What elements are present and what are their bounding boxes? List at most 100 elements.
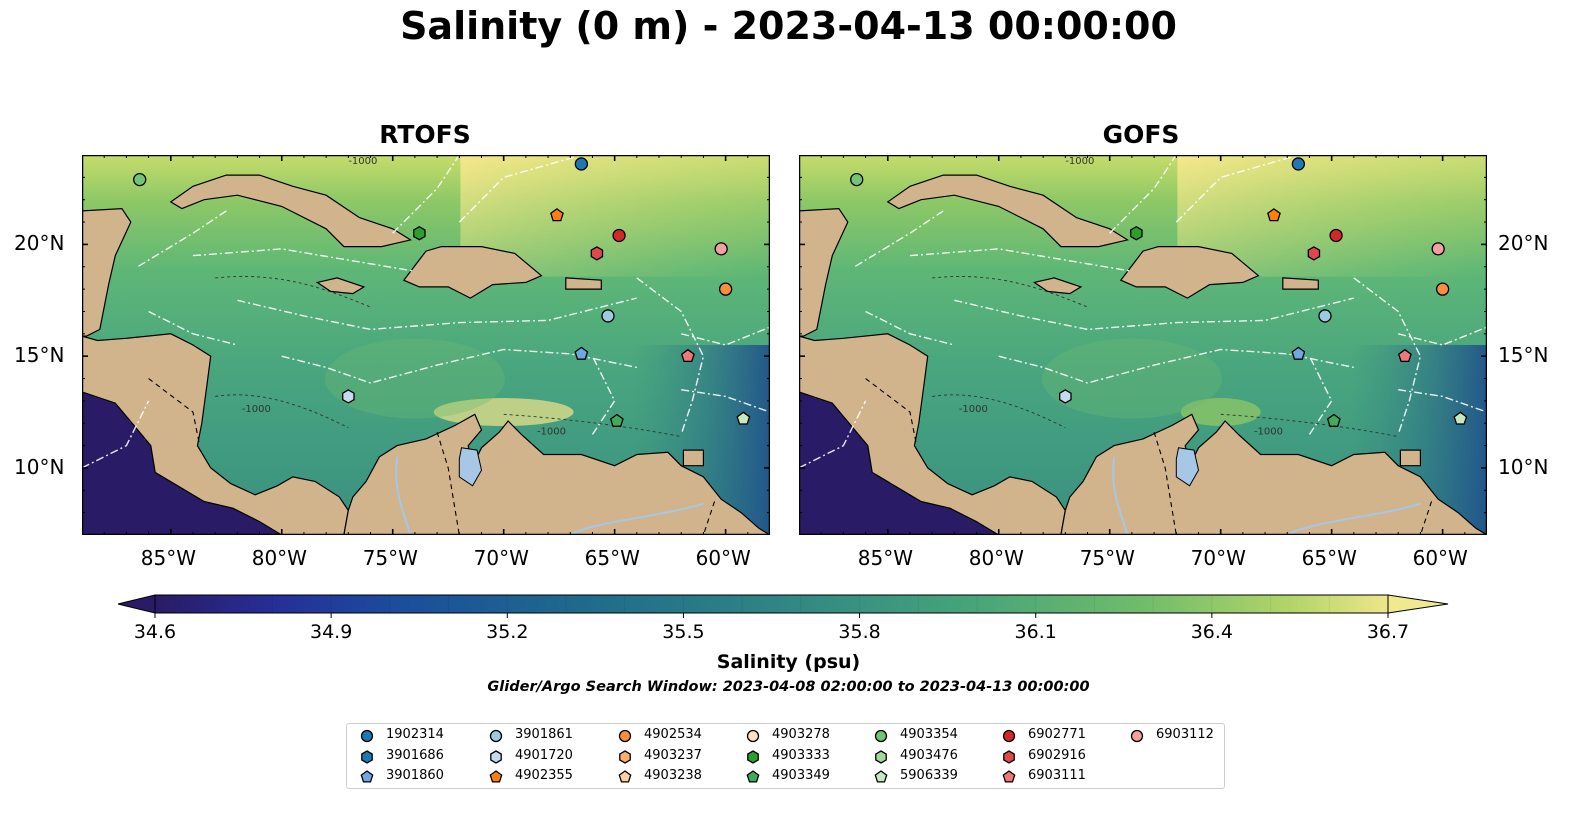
legend-marker	[618, 770, 632, 783]
contour-label: -1000	[959, 404, 988, 415]
lake-maracaibo	[458, 447, 483, 487]
float-marker-4903354	[850, 172, 864, 187]
country-borders	[148, 378, 716, 535]
land-hispaniola	[402, 245, 543, 299]
colorbar-body	[154, 594, 1389, 614]
float-marker-3901860	[574, 346, 589, 360]
contour-label: -1000	[537, 426, 566, 437]
land-trinidad	[682, 449, 705, 467]
eez-boundary-9	[148, 310, 238, 346]
colorbar-label: Salinity (psu)	[716, 651, 861, 673]
eez-boundary-0	[192, 248, 416, 272]
lat-tick-label: 20°N	[14, 231, 65, 256]
lon-tick-label: 85°W	[140, 546, 196, 570]
float-marker-3901861	[1318, 309, 1332, 323]
float-marker-5906339	[1453, 411, 1468, 425]
float-marker-4902534	[1435, 282, 1450, 296]
map-frame	[799, 155, 1487, 535]
lon-tick-label: 60°W	[1412, 546, 1468, 570]
legend-label: 4903476	[900, 748, 958, 763]
bathymetry-contour	[215, 276, 682, 438]
colorbar-tick-label: 35.2	[486, 621, 529, 643]
legend-marker	[746, 729, 760, 743]
legend-marker	[1003, 750, 1015, 764]
legend-marker-circle	[618, 729, 632, 743]
legend-marker-pentagon	[1002, 770, 1016, 783]
legend-label: 4901720	[515, 748, 573, 763]
river-magdalena	[1112, 456, 1129, 535]
legend-marker	[489, 770, 503, 783]
land-jamaica	[315, 277, 366, 295]
float-marker-4902355	[550, 208, 564, 222]
legend-marker	[1002, 729, 1016, 743]
float-marker-6902771	[1329, 228, 1343, 243]
eez-boundary-6	[681, 389, 770, 413]
central-caribbean-band	[1041, 338, 1222, 419]
legend-label: 4902355	[515, 768, 573, 783]
legend-marker-pentagon	[618, 770, 632, 783]
legend-label: 3901860	[386, 768, 444, 783]
land-centralam	[799, 333, 1066, 535]
legend-label: 6902916	[1028, 748, 1086, 763]
legend-label: 4903237	[644, 748, 702, 763]
lon-tick-label: 65°W	[1301, 546, 1357, 570]
eez-boundary-7	[1109, 155, 1177, 234]
legend-marker	[360, 770, 374, 783]
legend-marker	[747, 750, 759, 764]
float-marker-3901861	[601, 309, 615, 323]
figure-title: Salinity (0 m) - 2023-04-13 00:00:00	[400, 4, 1177, 48]
eez-boundary-3	[1175, 155, 1299, 223]
pacific-ocean	[82, 391, 282, 535]
river-orinoco	[1286, 502, 1421, 535]
legend-marker-hexagon	[490, 750, 502, 764]
land-cuba	[886, 174, 1130, 248]
eez-boundary-7	[392, 155, 460, 234]
colorbar-tick-label: 34.6	[133, 621, 177, 643]
land-jamaica	[1032, 277, 1083, 295]
legend-label: 4903354	[900, 727, 958, 742]
float-marker-6903112	[714, 242, 728, 256]
river-magdalena	[395, 456, 412, 535]
colorbar-extend-min	[117, 594, 156, 614]
country-borders	[865, 378, 1433, 535]
legend-label: 6902771	[1028, 727, 1086, 742]
legend-marker	[1002, 770, 1016, 783]
legend-marker	[874, 770, 888, 783]
float-marker-4901720	[342, 389, 355, 404]
legend-marker	[361, 750, 373, 764]
land-puertorico	[565, 277, 602, 290]
central-caribbean-band	[324, 338, 505, 419]
float-marker-6903111	[680, 348, 695, 363]
legend-marker	[874, 729, 888, 743]
colorbar-tick-label: 36.1	[1014, 621, 1057, 643]
legend-marker-circle	[1002, 729, 1016, 743]
float-marker-5906339	[736, 411, 751, 425]
lon-tick-label: 70°W	[473, 546, 529, 570]
lon-tick-label: 60°W	[695, 546, 751, 570]
float-marker-6903111	[1397, 348, 1412, 363]
lon-tick-label: 75°W	[1079, 546, 1135, 570]
colorbar	[117, 594, 1449, 618]
float-marker-6902916	[590, 246, 604, 261]
float-marker-4903354	[133, 172, 147, 187]
legend-marker-circle	[489, 729, 503, 743]
legend-label: 3901861	[515, 727, 573, 742]
lake-maracaibo	[1175, 447, 1200, 487]
legend-marker-hexagon	[361, 750, 373, 764]
colorbar-extend-max	[1387, 594, 1449, 614]
eez-boundary-2	[998, 348, 1354, 384]
float-marker-4902534	[718, 282, 733, 296]
legend-marker-circle	[874, 729, 888, 743]
colorbar-tick-label: 34.9	[309, 621, 353, 643]
land-southam	[1060, 413, 1487, 535]
float-marker-4903349	[1326, 413, 1341, 427]
land-cuba	[169, 174, 413, 248]
lon-tick-label: 75°W	[362, 546, 418, 570]
eez-boundary-0	[909, 248, 1133, 272]
panel-title-rtofs: RTOFS	[379, 120, 471, 149]
contour-label: -1000	[242, 404, 271, 415]
eez-boundary-9	[865, 310, 955, 346]
legend-marker-hexagon	[875, 750, 887, 764]
eez-boundary-8	[137, 210, 227, 268]
eez-boundary-8	[854, 210, 944, 268]
